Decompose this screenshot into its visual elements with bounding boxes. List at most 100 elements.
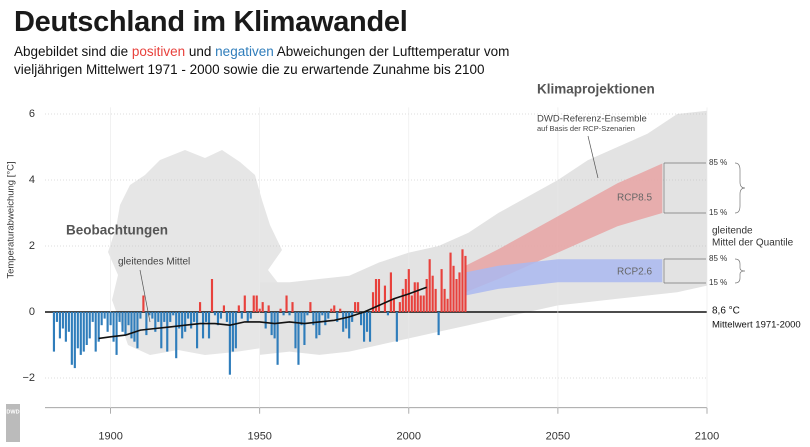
bar: [395, 312, 398, 342]
bar: [178, 312, 181, 329]
bar: [246, 312, 249, 322]
bar: [228, 312, 231, 375]
bar: [231, 312, 234, 352]
bar: [190, 312, 193, 329]
reference-label: 8,6 °C: [712, 306, 740, 317]
bar: [288, 312, 291, 316]
bar: [389, 272, 392, 312]
bar: [392, 298, 395, 312]
bar: [339, 308, 342, 312]
bar: [357, 302, 360, 312]
subtitle-positive: positiven: [131, 44, 186, 59]
bar: [258, 308, 261, 312]
bar: [52, 312, 56, 352]
bar: [425, 279, 428, 312]
y-tick-label: −2: [22, 372, 35, 384]
bar: [252, 295, 255, 312]
bar: [163, 312, 166, 322]
bar: [112, 312, 115, 342]
bar: [175, 312, 178, 359]
bar: [368, 312, 372, 342]
bar: [416, 282, 419, 312]
bar: [184, 312, 187, 332]
bar: [213, 312, 217, 316]
bar: [374, 279, 378, 312]
bar: [297, 312, 300, 365]
band-label: RCP8.5: [617, 193, 652, 204]
bar: [127, 312, 130, 326]
subtitle-negative: negativen: [215, 44, 274, 59]
running-mean-line: [98, 286, 427, 340]
bar: [318, 312, 321, 336]
bar: [166, 312, 169, 352]
bar: [196, 312, 199, 349]
bar: [130, 312, 133, 339]
bar: [55, 312, 59, 322]
bar: [139, 312, 142, 319]
bar: [225, 312, 228, 322]
bar: [422, 295, 425, 312]
bar: [64, 312, 67, 342]
y-tick-label: 2: [29, 240, 35, 252]
bar: [407, 269, 410, 312]
subtitle-text: und: [185, 44, 216, 59]
bar: [362, 312, 366, 342]
bar: [85, 312, 88, 345]
bar: [315, 312, 318, 339]
chart-title: Deutschland im Klimawandel: [14, 6, 408, 38]
bar: [398, 302, 401, 312]
quantile-label: 15 %: [709, 208, 727, 217]
bar: [198, 302, 202, 312]
bar: [136, 312, 139, 349]
bar: [172, 312, 175, 316]
bar: [440, 269, 443, 312]
pointer: [587, 135, 599, 179]
bar: [446, 298, 449, 312]
bar: [148, 312, 151, 316]
bar: [333, 305, 336, 312]
bar: [169, 312, 172, 322]
bar: [365, 312, 369, 332]
bar: [160, 312, 163, 349]
quantile-label: 15 %: [709, 278, 727, 287]
bar: [145, 312, 148, 336]
bar: [327, 312, 330, 319]
bar: [351, 312, 354, 322]
bar: [61, 312, 64, 329]
bar: [118, 312, 121, 322]
x-tick-label: 1950: [247, 431, 271, 443]
bar: [303, 312, 306, 345]
bar: [97, 312, 100, 342]
bar: [321, 312, 324, 316]
y-axis-label: Temperaturabweichung [°C]: [6, 161, 17, 278]
annotation: Klimaprojektionen: [537, 82, 655, 97]
bracket: [734, 162, 746, 214]
logo: [6, 404, 20, 442]
annotation: Beobachtungen: [66, 223, 168, 238]
annotation: auf Basis der RCP-Szenarien: [537, 124, 635, 133]
bar: [193, 312, 196, 322]
bar: [309, 302, 312, 312]
projection-band: [465, 163, 663, 293]
bar: [449, 252, 452, 312]
bar: [124, 312, 127, 336]
bar: [115, 312, 118, 355]
bar: [91, 312, 94, 322]
quantile-note: gleitende: [712, 226, 753, 237]
bar: [413, 282, 416, 312]
projection-band: [465, 259, 663, 296]
bar: [410, 295, 413, 312]
band-label: RCP2.6: [617, 267, 652, 278]
bar: [348, 312, 351, 339]
bracket: [734, 258, 746, 284]
quantile-note: Mittel der Quantile: [712, 238, 794, 249]
bar: [383, 285, 387, 312]
logo-text: DWD: [6, 409, 19, 415]
bar: [67, 312, 70, 332]
bar: [386, 312, 390, 316]
bar: [345, 312, 348, 329]
header: Deutschland im Klimawandel Abgebildet si…: [14, 6, 509, 79]
annotation: DWD-Referenz-Ensemble: [537, 114, 647, 125]
bar: [291, 302, 294, 312]
